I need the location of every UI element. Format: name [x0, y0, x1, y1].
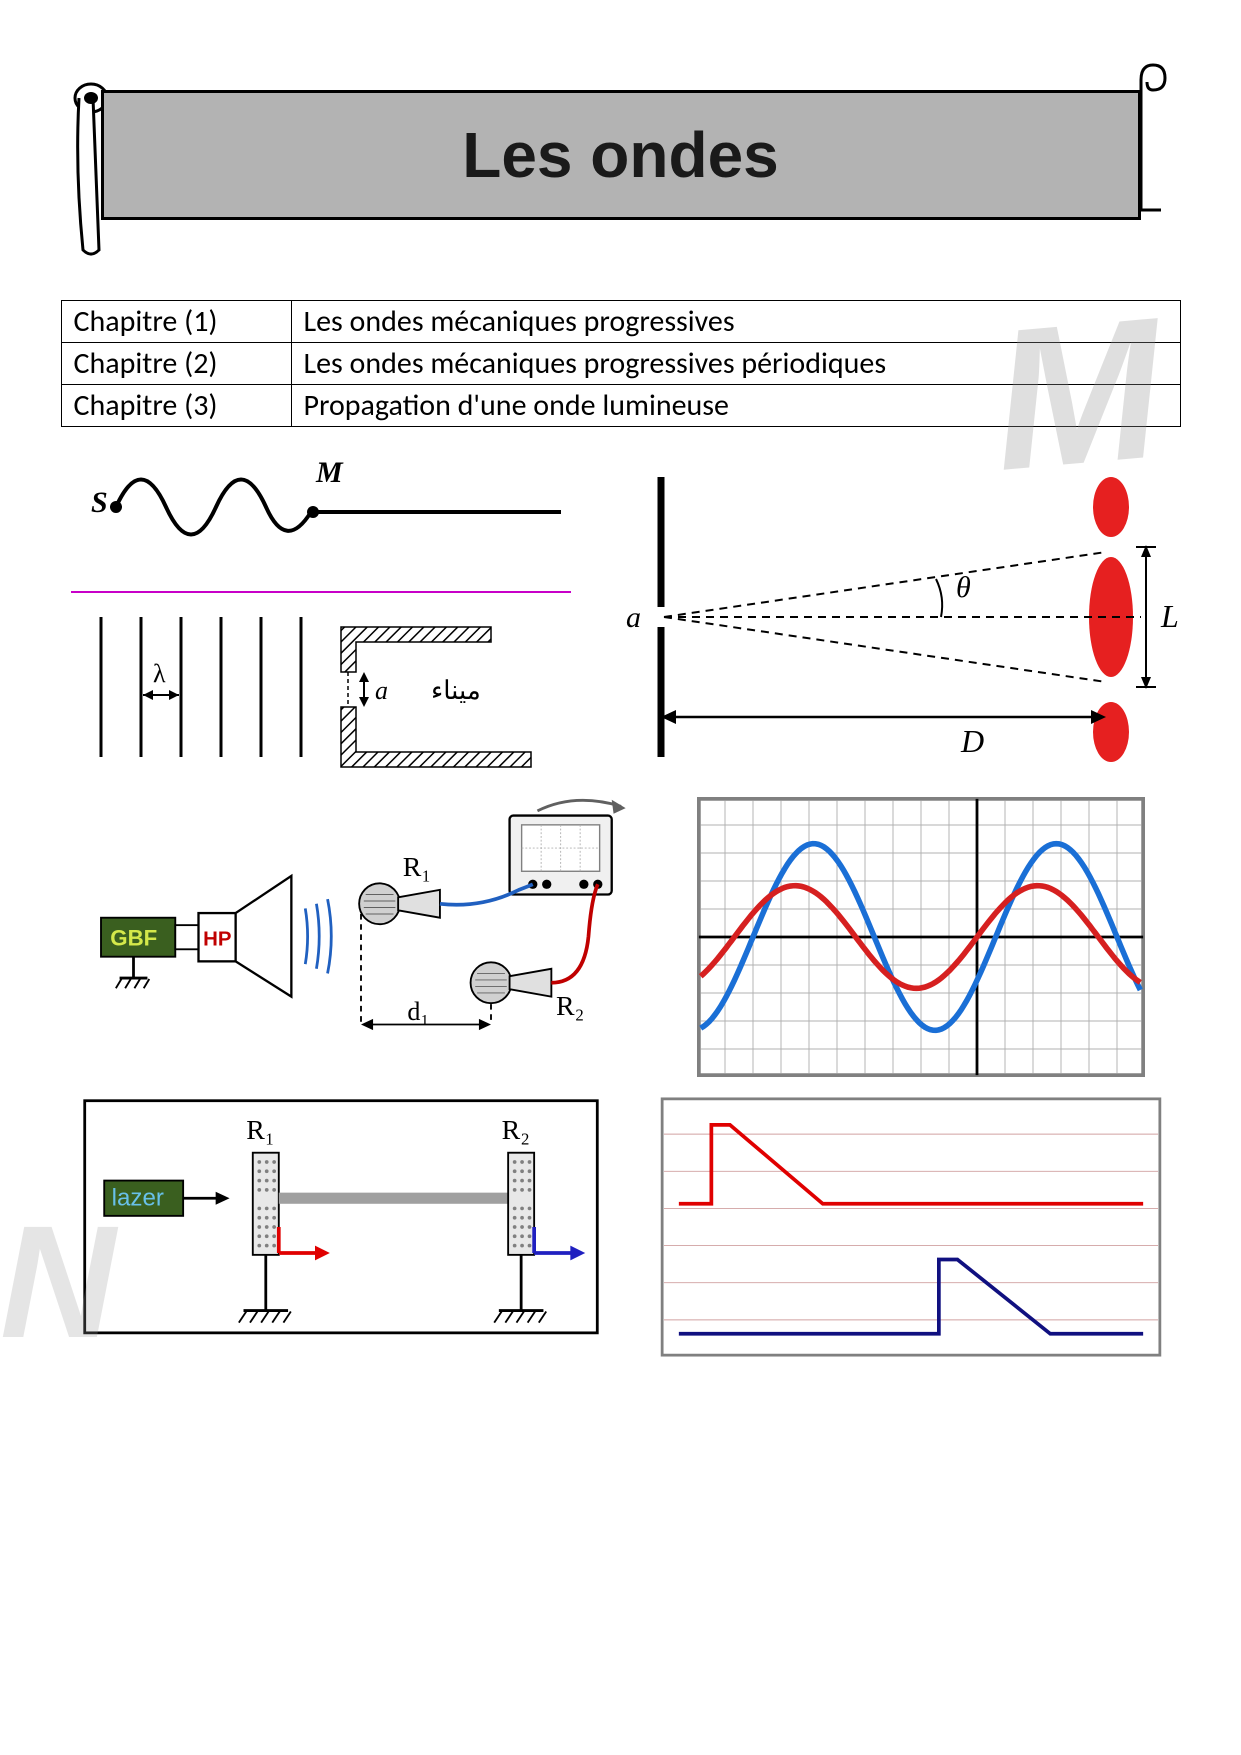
- R2-laser-label: R₂: [501, 1115, 529, 1146]
- d1-label: d₁: [407, 997, 429, 1026]
- a-slit-label: a: [626, 601, 641, 634]
- page: M N Les ondes Chapitre (1) Les ondes méc…: [0, 0, 1241, 1457]
- microphone-icon: [359, 883, 440, 924]
- L-label: L: [1160, 598, 1179, 634]
- harbor-label: ميناء: [431, 676, 481, 705]
- scroll-right-icon: [1131, 60, 1171, 220]
- figure-row-2: GBF HP: [61, 797, 1181, 1077]
- title-banner: Les ondes: [71, 80, 1171, 260]
- chapter-num: Chapitre (1): [61, 301, 291, 343]
- sound-setup-figure: GBF HP: [61, 797, 661, 1077]
- laser-setup-figure: lazer R₁: [61, 1097, 621, 1357]
- lazer-label: lazer: [111, 1185, 163, 1212]
- R2-label: R₂: [556, 991, 584, 1022]
- theta-label: θ: [956, 571, 971, 604]
- chapter-num: Chapitre (3): [61, 385, 291, 427]
- hp-label: HP: [203, 929, 231, 951]
- R1-laser-label: R₁: [246, 1115, 274, 1146]
- pulse-graph-figure: [641, 1097, 1181, 1357]
- chapter-num: Chapitre (2): [61, 343, 291, 385]
- S-label: S: [91, 486, 108, 519]
- figure-row-3: lazer R₁: [61, 1097, 1181, 1357]
- chapters-table: Chapitre (1) Les ondes mécaniques progre…: [61, 300, 1181, 427]
- oscilloscope-figure: [681, 797, 1181, 1077]
- figures-container: S M: [61, 457, 1181, 1357]
- M-label: M: [315, 457, 344, 489]
- table-row: Chapitre (1) Les ondes mécaniques progre…: [61, 301, 1180, 343]
- wave-figure: S M: [61, 457, 581, 777]
- D-label: D: [960, 723, 984, 759]
- banner-box: Les ondes: [101, 90, 1141, 220]
- R1-label: R₁: [402, 852, 430, 883]
- figure-row-1: S M: [61, 457, 1181, 777]
- table-row: Chapitre (2) Les ondes mécaniques progre…: [61, 343, 1180, 385]
- table-row: Chapitre (3) Propagation d'une onde lumi…: [61, 385, 1180, 427]
- a-label: a: [375, 676, 388, 705]
- microphone-icon: [470, 962, 551, 1003]
- chapter-title: Les ondes mécaniques progressives: [291, 301, 1180, 343]
- chapter-title: Propagation d'une onde lumineuse: [291, 385, 1180, 427]
- gbf-label: GBF: [110, 926, 157, 951]
- lambda-label: λ: [153, 659, 166, 688]
- diffraction-figure: a θ L: [601, 457, 1181, 777]
- chapter-title: Les ondes mécaniques progressives périod…: [291, 343, 1180, 385]
- banner-title: Les ondes: [462, 118, 779, 192]
